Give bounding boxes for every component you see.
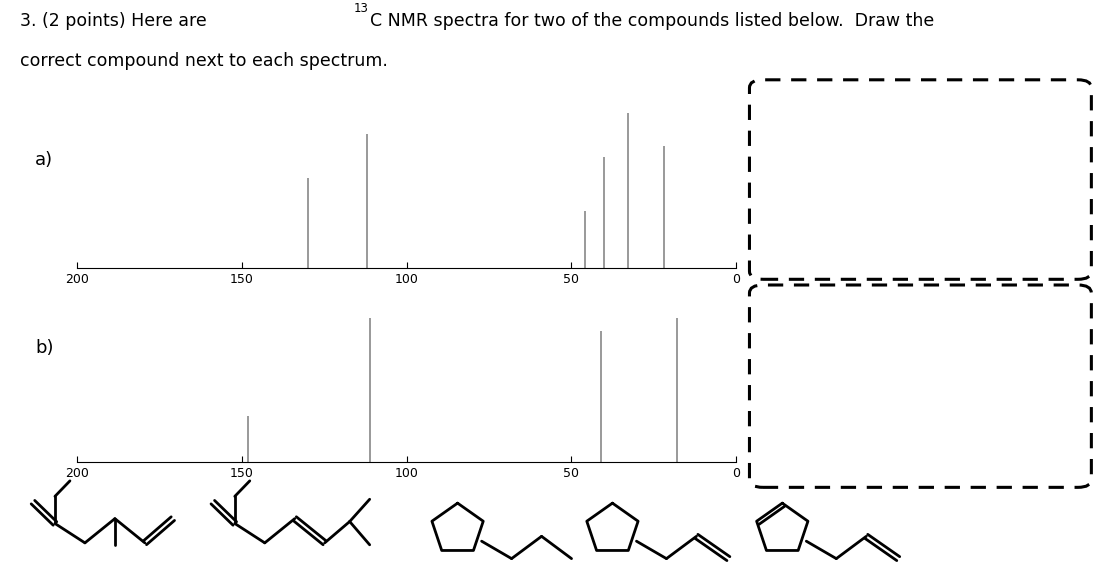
Text: 3. (2 points) Here are: 3. (2 points) Here are (20, 12, 212, 30)
Text: correct compound next to each spectrum.: correct compound next to each spectrum. (20, 52, 388, 70)
FancyBboxPatch shape (750, 285, 1091, 487)
Text: b): b) (35, 339, 54, 357)
Text: C NMR spectra for two of the compounds listed below.  Draw the: C NMR spectra for two of the compounds l… (370, 12, 934, 30)
FancyBboxPatch shape (750, 80, 1091, 279)
Text: 13: 13 (354, 2, 369, 15)
Text: a): a) (35, 150, 53, 169)
